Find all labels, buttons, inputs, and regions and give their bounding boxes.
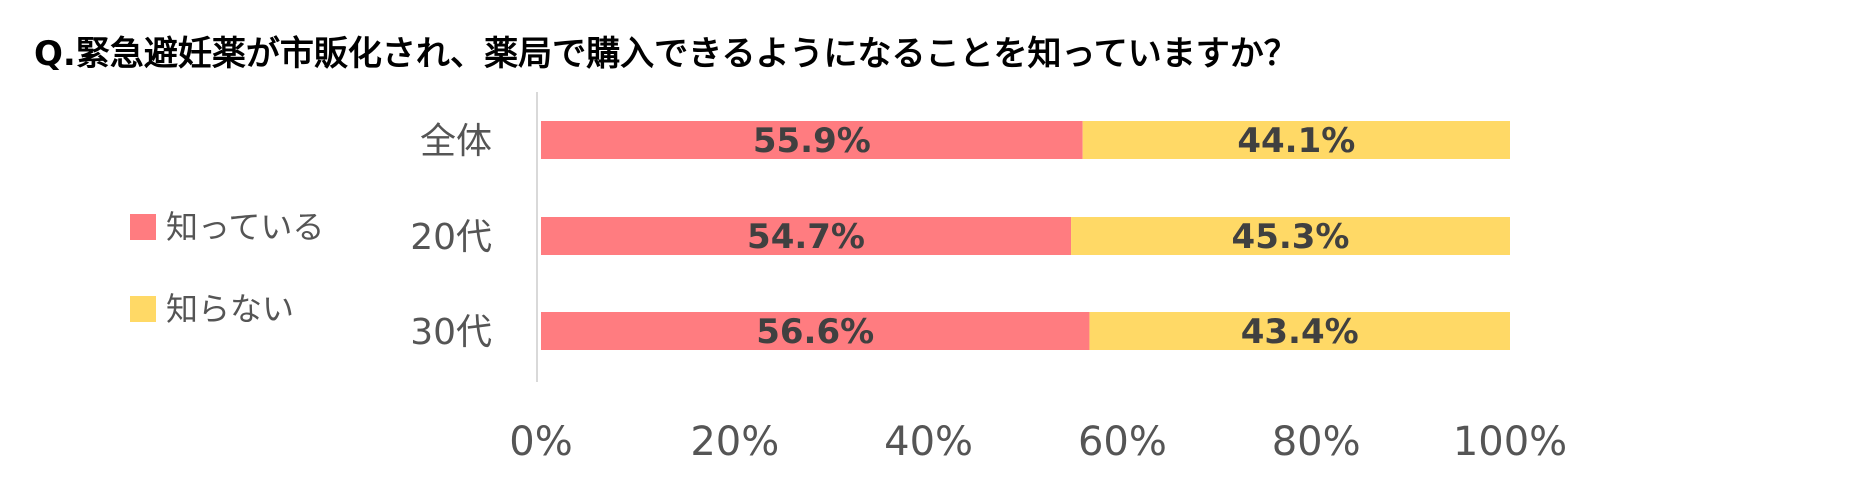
category-label: 30代 — [410, 312, 492, 353]
chart-title: Q.緊急避妊薬が市販化され、薬局で購入できるようになることを知っていますか？ — [34, 34, 1298, 74]
data-label: 43.4% — [1241, 312, 1359, 352]
legend-label: 知らない — [166, 290, 294, 328]
legend-label: 知っている — [166, 208, 324, 246]
bar-segment — [541, 217, 1072, 255]
x-tick-label: 20% — [690, 419, 779, 465]
x-tick-label: 80% — [1272, 419, 1361, 465]
x-tick-label: 60% — [1078, 419, 1167, 465]
data-label: 54.7% — [747, 217, 865, 257]
data-label: 45.3% — [1232, 217, 1350, 257]
category-label: 全体 — [420, 121, 492, 162]
bar-segment — [1082, 121, 1510, 159]
legend-swatch — [130, 296, 156, 322]
x-tick-label: 40% — [884, 419, 973, 465]
bar-segment — [541, 312, 1090, 350]
x-tick-label: 100% — [1453, 419, 1567, 465]
data-label: 56.6% — [756, 312, 874, 352]
legend-swatch — [130, 214, 156, 240]
bar-segment — [1089, 312, 1510, 350]
category-label: 20代 — [410, 217, 492, 258]
bar-segment — [1071, 217, 1510, 255]
data-label: 55.9% — [753, 121, 871, 161]
bar-segment — [541, 121, 1083, 159]
x-tick-label: 0% — [509, 419, 572, 465]
data-label: 44.1% — [1237, 121, 1355, 161]
